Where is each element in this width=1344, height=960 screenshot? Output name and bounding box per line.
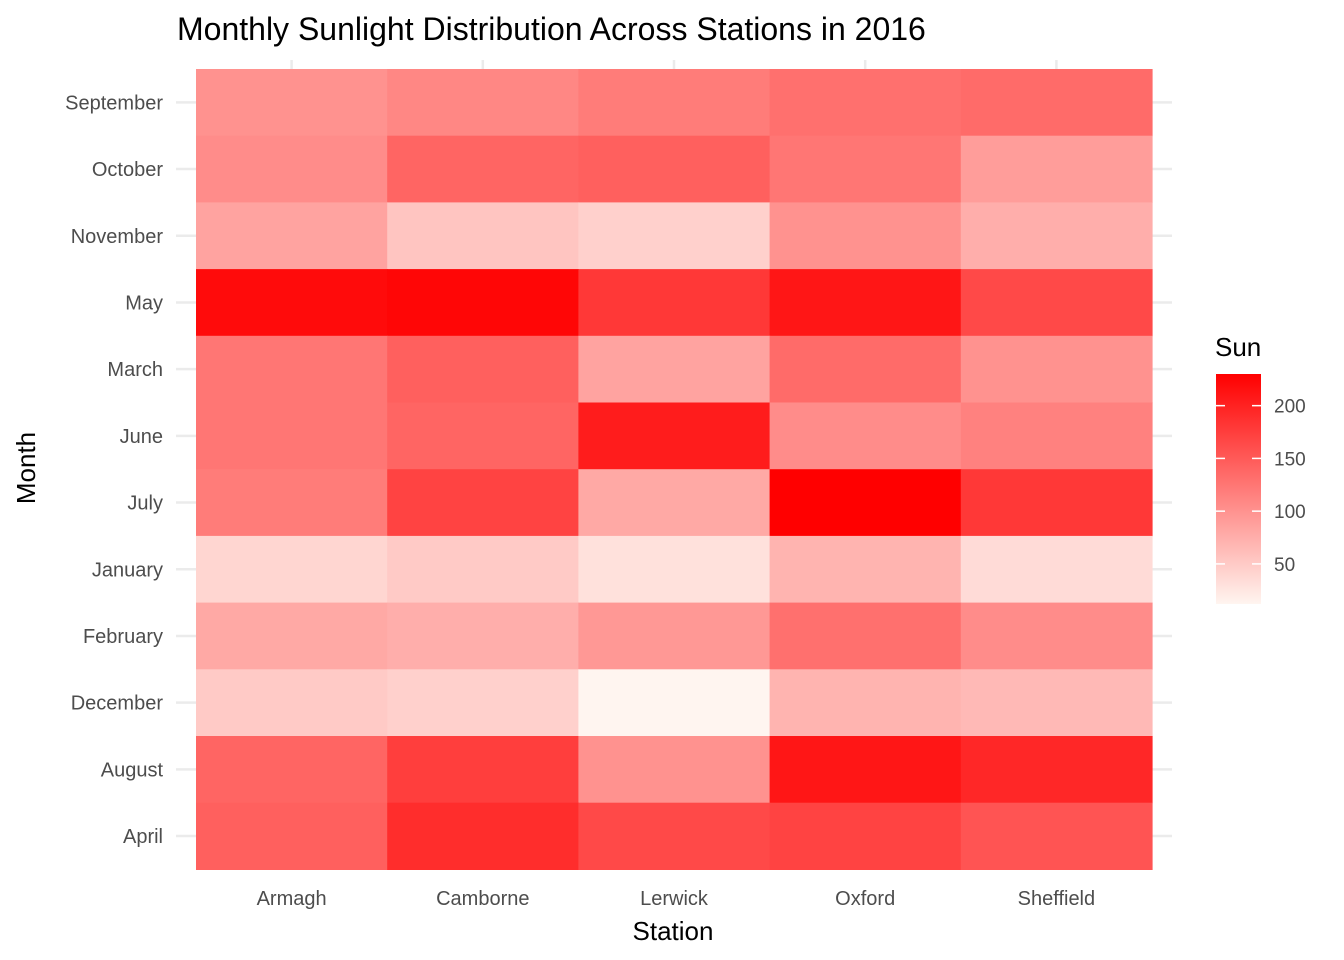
y-tick-label: September: [65, 92, 163, 114]
heatmap-cell-armagh-july: [196, 469, 388, 537]
heatmap-cell-armagh-april: [196, 802, 388, 870]
y-tick-label: February: [83, 626, 163, 648]
x-tick-label: Sheffield: [1018, 888, 1095, 910]
heatmap-cell-oxford-july: [769, 469, 962, 537]
heatmap-cell-armagh-may: [196, 269, 388, 337]
heatmap-cell-oxford-march: [769, 335, 962, 404]
heatmap-cell-oxford-august: [769, 736, 962, 804]
heatmap-cell-sheffield-may: [960, 269, 1153, 337]
y-tick-label: March: [107, 359, 163, 381]
heatmap-cell-armagh-march: [196, 335, 388, 404]
heatmap-cell-oxford-october: [769, 135, 962, 203]
heatmap-cell-oxford-february: [769, 602, 962, 670]
heatmap-cell-lerwick-january: [578, 535, 771, 604]
heatmap-cell-armagh-december: [196, 669, 388, 737]
heatmap-cell-lerwick-august: [578, 736, 771, 804]
heatmap-cell-armagh-january: [196, 535, 388, 604]
x-tick-label: Oxford: [835, 888, 895, 910]
heatmap-cell-lerwick-september: [578, 69, 771, 137]
legend-tick-label: 200: [1274, 397, 1306, 418]
heatmap-cell-sheffield-april: [960, 802, 1153, 870]
heatmap-cell-camborne-may: [387, 269, 579, 337]
y-tick-label: August: [101, 759, 164, 781]
heatmap-cell-camborne-october: [387, 135, 579, 203]
heatmap-cell-camborne-june: [387, 402, 579, 470]
heatmap-cell-lerwick-february: [578, 602, 771, 670]
y-tick-label: January: [92, 559, 163, 581]
chart-title: Monthly Sunlight Distribution Across Sta…: [177, 11, 926, 47]
y-tick-label: June: [120, 426, 163, 448]
heatmap-cell-armagh-june: [196, 402, 388, 470]
y-tick-label: November: [71, 226, 164, 248]
heatmap-cell-oxford-december: [769, 669, 962, 737]
heatmap-cell-armagh-february: [196, 602, 388, 670]
heatmap-cell-sheffield-march: [960, 335, 1153, 404]
heatmap-cell-camborne-november: [387, 202, 579, 270]
x-axis-tick-labels: Armagh Camborne Lerwick Oxford Sheffield: [257, 888, 1096, 910]
y-tick-label: April: [123, 826, 163, 848]
heatmap-cell-lerwick-june: [578, 402, 771, 470]
heatmap-cells: [196, 69, 1153, 870]
y-tick-label: December: [71, 693, 164, 715]
heatmap-cell-armagh-august: [196, 736, 388, 804]
heatmap-cell-sheffield-november: [960, 202, 1153, 270]
heatmap-cell-oxford-may: [769, 269, 962, 337]
x-tick-label: Armagh: [257, 888, 327, 910]
y-tick-label: October: [92, 159, 163, 181]
y-tick-label: July: [127, 493, 163, 515]
heatmap-cell-oxford-april: [769, 802, 962, 870]
x-tick-label: Camborne: [436, 888, 529, 910]
heatmap-cell-sheffield-january: [960, 535, 1153, 604]
x-axis-title: Station: [633, 916, 714, 946]
heatmap-cell-lerwick-april: [578, 802, 771, 870]
heatmap-cell-sheffield-february: [960, 602, 1153, 670]
heatmap-cell-camborne-august: [387, 736, 579, 804]
heatmap-cell-armagh-october: [196, 135, 388, 203]
heatmap-cell-lerwick-november: [578, 202, 771, 270]
heatmap-cell-oxford-june: [769, 402, 962, 470]
heatmap-cell-lerwick-december: [578, 669, 771, 737]
heatmap-cell-armagh-september: [196, 69, 388, 137]
legend-ticks: 50 100 150 200: [1216, 397, 1306, 576]
heatmap-cell-sheffield-october: [960, 135, 1153, 203]
y-axis-tick-labels: September October November May March June July…: [65, 92, 163, 848]
heatmap-cell-lerwick-october: [578, 135, 771, 203]
heatmap-cell-camborne-december: [387, 669, 579, 737]
heatmap-cell-oxford-september: [769, 69, 962, 137]
heatmap-cell-sheffield-september: [960, 69, 1153, 137]
heatmap-cell-camborne-march: [387, 335, 579, 404]
legend-tick-label: 50: [1274, 555, 1295, 576]
heatmap-cell-sheffield-december: [960, 669, 1153, 737]
heatmap-cell-lerwick-may: [578, 269, 771, 337]
heatmap-cell-sheffield-july: [960, 469, 1153, 537]
legend-tick-label: 150: [1274, 449, 1306, 470]
heatmap-cell-camborne-april: [387, 802, 579, 870]
y-tick-label: May: [125, 292, 163, 314]
x-tick-label: Lerwick: [640, 888, 709, 910]
legend-tick-label: 100: [1274, 502, 1306, 523]
y-axis-title: Month: [11, 432, 41, 504]
heatmap-cell-oxford-november: [769, 202, 962, 270]
legend-title: Sun: [1215, 332, 1261, 362]
heatmap-cell-sheffield-august: [960, 736, 1153, 804]
color-legend: Sun 50 100 150 200: [1215, 332, 1306, 604]
heatmap-cell-armagh-november: [196, 202, 388, 270]
heatmap-cell-camborne-january: [387, 535, 579, 604]
heatmap-cell-sheffield-june: [960, 402, 1153, 470]
heatmap-cell-lerwick-july: [578, 469, 771, 537]
heatmap-cell-camborne-september: [387, 69, 579, 137]
legend-color-bar: [1216, 374, 1261, 604]
heatmap-cell-camborne-february: [387, 602, 579, 670]
heatmap-cell-camborne-july: [387, 469, 579, 537]
heatmap-cell-lerwick-march: [578, 335, 771, 404]
heatmap-cell-oxford-january: [769, 535, 962, 604]
